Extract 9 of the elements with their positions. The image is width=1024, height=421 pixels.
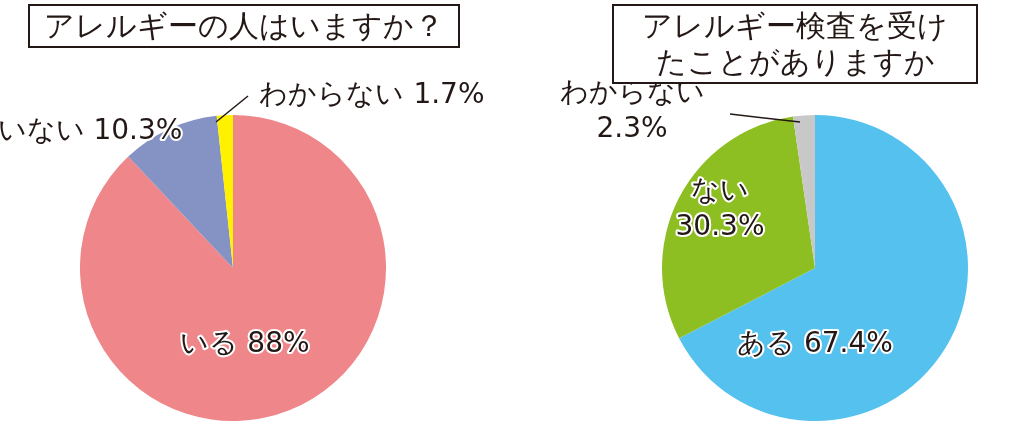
slice-label: ある 67.4% [737,326,893,360]
slice-label: いない 10.3% [0,113,183,147]
data-label: 30.3% [675,209,765,243]
chart-title: アレルギーの人はいますか？ [28,4,460,48]
slice-label: いる 88% [180,326,310,360]
slice-label: ない [691,173,749,207]
chart-title: アレルギー検査を受けたことがありますか [612,4,978,84]
slice-label: わからない 1.7% [259,77,485,111]
data-label: 2.3% [596,111,668,145]
